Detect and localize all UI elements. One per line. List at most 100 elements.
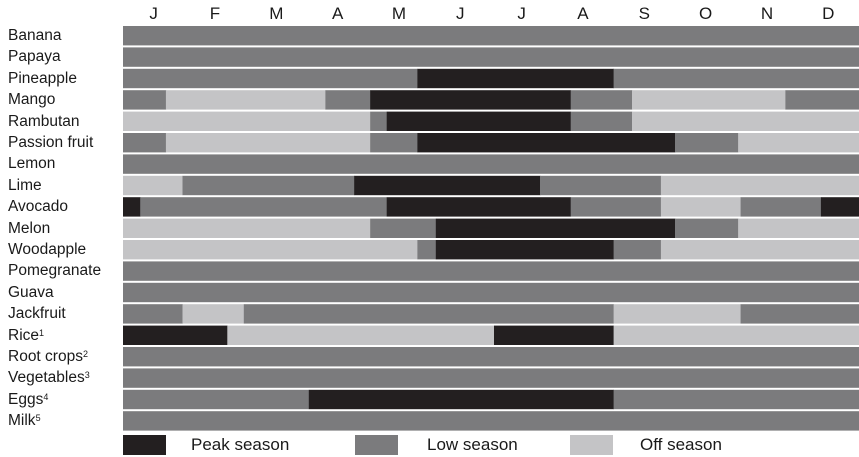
season-segment-low bbox=[675, 133, 739, 153]
season-segment-off bbox=[738, 218, 859, 238]
month-label: A bbox=[331, 4, 344, 23]
footnote-marker: 5 bbox=[35, 413, 41, 424]
row-label: Papaya bbox=[8, 46, 61, 67]
season-segment-low bbox=[613, 68, 859, 89]
row-label: Milk5 bbox=[8, 410, 41, 431]
row-label-text: Passion fruit bbox=[8, 134, 94, 151]
footnote-marker: 1 bbox=[39, 327, 45, 338]
month-label: J bbox=[517, 4, 526, 23]
row-label: Jackfruit bbox=[8, 303, 66, 324]
month-label: J bbox=[456, 4, 465, 23]
season-segment-low bbox=[123, 261, 859, 281]
season-segment-off bbox=[227, 325, 495, 345]
season-segment-low bbox=[123, 133, 167, 153]
season-segment-low bbox=[123, 368, 859, 388]
row-label-text: Jackfruit bbox=[8, 305, 66, 323]
season-segment-low bbox=[613, 389, 859, 410]
month-label: O bbox=[699, 4, 713, 23]
row-label-text: Mango bbox=[8, 91, 56, 109]
season-segment-off bbox=[165, 133, 371, 153]
season-segment-low bbox=[123, 304, 183, 324]
legend-swatch-peak bbox=[123, 435, 166, 455]
row-label: Pineapple bbox=[8, 68, 77, 89]
season-segment-low bbox=[182, 175, 355, 196]
season-segment-low bbox=[785, 90, 859, 110]
season-segment-peak bbox=[308, 389, 614, 410]
row-label: Eggs4 bbox=[8, 389, 48, 410]
season-segment-peak bbox=[435, 240, 615, 260]
season-segment-off bbox=[613, 325, 859, 345]
legend-swatch-off bbox=[570, 435, 613, 455]
season-segment-low bbox=[740, 304, 859, 324]
season-segment-peak bbox=[123, 197, 141, 217]
footnote-marker: 2 bbox=[82, 349, 88, 359]
row-label-text: Banana bbox=[8, 27, 62, 44]
row-label-text: Pineapple bbox=[8, 69, 77, 87]
season-segment-peak bbox=[386, 197, 572, 217]
season-segment-low bbox=[123, 282, 859, 303]
season-segment-off bbox=[632, 90, 786, 110]
month-label: N bbox=[760, 4, 774, 23]
season-segment-low bbox=[570, 90, 633, 110]
row-label-text: Eggs bbox=[8, 390, 44, 408]
season-segment-low bbox=[675, 218, 739, 238]
season-segment-low bbox=[123, 26, 859, 46]
season-segment-peak bbox=[494, 325, 614, 345]
row-label: Avocado bbox=[8, 196, 68, 217]
season-segment-off bbox=[660, 240, 859, 260]
season-segment-low bbox=[123, 154, 859, 174]
row-label: Lemon bbox=[8, 153, 55, 174]
season-segment-low bbox=[613, 240, 662, 260]
season-segment-low bbox=[570, 197, 662, 217]
season-segment-off bbox=[613, 304, 741, 324]
season-segment-peak bbox=[417, 68, 615, 89]
season-segment-low bbox=[123, 47, 859, 67]
row-label: Vegetables3 bbox=[8, 367, 90, 388]
season-segment-peak bbox=[354, 175, 541, 196]
row-label-text: Milk bbox=[8, 412, 36, 430]
row-label: Guava bbox=[8, 282, 54, 303]
row-label: Rambutan bbox=[8, 111, 80, 132]
row-label-text: Melon bbox=[8, 219, 51, 237]
row-label: Lime bbox=[8, 175, 42, 196]
footnote-marker: 3 bbox=[84, 370, 90, 381]
season-segment-peak bbox=[417, 133, 676, 153]
season-segment-low bbox=[740, 197, 822, 217]
month-label: M bbox=[391, 4, 407, 23]
season-segment-off bbox=[660, 197, 741, 217]
month-label: A bbox=[577, 4, 589, 23]
month-label: S bbox=[638, 4, 650, 23]
row-label-text: Rambutan bbox=[8, 112, 80, 130]
season-segment-peak bbox=[386, 111, 572, 131]
row-label: Rice1 bbox=[8, 325, 44, 346]
month-label: D bbox=[822, 4, 835, 23]
season-segment-off bbox=[123, 218, 371, 238]
row-label: Banana bbox=[8, 25, 61, 46]
season-segment-peak bbox=[123, 325, 228, 345]
season-segment-low bbox=[325, 90, 371, 110]
month-label: J bbox=[149, 4, 158, 23]
month-label: M bbox=[269, 4, 284, 23]
row-label: Woodapple bbox=[8, 239, 86, 260]
row-label-text: Avocado bbox=[8, 198, 69, 216]
season-segment-off bbox=[182, 304, 245, 324]
season-segment-off bbox=[123, 111, 371, 131]
row-label: Pomegranate bbox=[8, 260, 101, 281]
season-segment-low bbox=[570, 111, 633, 131]
row-label-text: Vegetables bbox=[8, 369, 85, 387]
row-label: Melon bbox=[8, 218, 50, 239]
season-segment-low bbox=[123, 68, 418, 89]
season-segment-off bbox=[632, 111, 859, 131]
row-label-text: Root crops bbox=[8, 348, 83, 365]
row-label-text: Papaya bbox=[8, 48, 61, 66]
row-label-text: Woodapple bbox=[8, 241, 87, 258]
season-segment-off bbox=[123, 175, 183, 196]
season-segment-low bbox=[417, 240, 437, 260]
season-segment-off bbox=[123, 240, 418, 260]
season-segment-off bbox=[165, 90, 326, 110]
row-label-text: Guava bbox=[8, 283, 54, 301]
row-label-text: Rice bbox=[8, 326, 40, 344]
season-segment-low bbox=[243, 304, 615, 324]
season-segment-low bbox=[140, 197, 388, 217]
